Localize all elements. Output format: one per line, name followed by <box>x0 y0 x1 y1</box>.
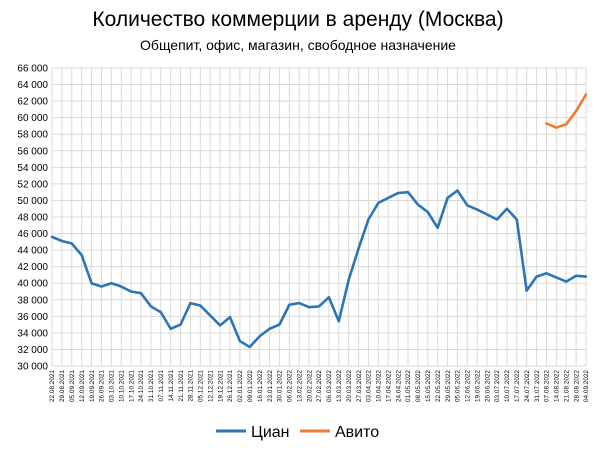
y-tick-label: 38 000 <box>17 295 48 306</box>
y-tick-label: 58 000 <box>17 130 48 141</box>
x-tick-label: 24.04.2022 <box>395 370 402 402</box>
x-tick-label: 04.09.2022 <box>583 370 590 402</box>
x-tick-label: 10.04.2022 <box>376 370 383 402</box>
x-tick-label: 22.05.2022 <box>435 370 442 402</box>
y-tick-label: 62 000 <box>17 97 48 108</box>
x-tick-label: 10.10.2021 <box>118 370 125 402</box>
x-tick-label: 02.01.2022 <box>237 370 244 402</box>
y-tick-label: 52 000 <box>17 179 48 190</box>
y-tick-label: 30 000 <box>17 362 48 373</box>
legend: Циан Авито <box>216 424 379 441</box>
x-tick-label: 26.06.2022 <box>484 370 491 402</box>
y-tick-label: 50 000 <box>17 196 48 207</box>
x-tick-label: 10.07.2022 <box>504 370 511 402</box>
x-tick-label: 17.10.2021 <box>128 370 135 402</box>
y-tick-label: 34 000 <box>17 328 48 339</box>
x-tick-label: 19.06.2022 <box>474 370 481 402</box>
x-axis: 22.08.2021 29.08.2021 05.09.2021 12.09.2021… <box>49 370 590 402</box>
x-tick-label: 27.02.2022 <box>316 370 323 402</box>
y-tick-label: 42 000 <box>17 262 48 273</box>
x-tick-label: 27.03.2022 <box>356 370 363 402</box>
x-tick-label: 15.05.2022 <box>425 370 432 402</box>
x-tick-label: 19.09.2021 <box>89 370 96 402</box>
chart-title: Количество коммерции в аренду (Москва) <box>92 8 503 31</box>
x-tick-label: 31.10.2021 <box>148 370 155 402</box>
x-tick-label: 05.06.2022 <box>455 370 462 402</box>
x-tick-label: 13.02.2022 <box>296 370 303 402</box>
x-tick-label: 12.09.2021 <box>79 370 86 402</box>
x-tick-label: 19.12.2021 <box>217 370 224 402</box>
x-tick-label: 14.08.2022 <box>554 370 561 402</box>
y-tick-label: 64 000 <box>17 80 48 91</box>
chart-subtitle: Общепит, офис, магазин, свободное назнач… <box>140 37 456 53</box>
x-tick-label: 22.08.2021 <box>49 370 56 402</box>
series-line-avito <box>545 93 588 129</box>
series-lines <box>50 93 588 349</box>
x-tick-label: 07.08.2022 <box>544 370 551 402</box>
x-tick-label: 28.11.2021 <box>188 370 195 402</box>
y-tick-label: 66 000 <box>17 64 48 75</box>
x-tick-label: 26.12.2021 <box>227 370 234 402</box>
legend-label-cian: Циан <box>251 424 290 441</box>
x-tick-label: 05.09.2021 <box>69 370 76 402</box>
x-tick-label: 12.12.2021 <box>207 370 214 402</box>
y-tick-label: 54 000 <box>17 163 48 174</box>
x-tick-label: 21.11.2021 <box>178 370 185 402</box>
x-tick-label: 29.08.2021 <box>59 370 66 402</box>
x-tick-label: 21.08.2022 <box>563 370 570 402</box>
x-tick-label: 13.03.2022 <box>336 370 343 402</box>
grid <box>51 67 587 367</box>
x-tick-label: 23.01.2022 <box>267 370 274 402</box>
y-tick-label: 56 000 <box>17 146 48 157</box>
legend-label-avito: Авито <box>335 424 379 441</box>
x-tick-label: 16.01.2022 <box>257 370 264 402</box>
x-tick-label: 14.11.2021 <box>168 370 175 402</box>
y-tick-label: 60 000 <box>17 113 48 124</box>
y-tick-label: 46 000 <box>17 229 48 240</box>
x-tick-label: 05.12.2021 <box>198 370 205 402</box>
x-tick-label: 17.04.2022 <box>385 370 392 402</box>
x-tick-label: 31.07.2022 <box>534 370 541 402</box>
x-tick-label: 12.06.2022 <box>465 370 472 402</box>
x-tick-label: 03.07.2022 <box>494 370 501 402</box>
x-tick-label: 20.03.2022 <box>346 370 353 402</box>
x-tick-label: 03.10.2021 <box>109 370 116 402</box>
x-tick-label: 26.09.2021 <box>99 370 106 402</box>
x-tick-label: 28.08.2022 <box>573 370 580 402</box>
y-tick-label: 48 000 <box>17 213 48 224</box>
x-tick-label: 07.11.2021 <box>158 370 165 402</box>
x-tick-label: 29.05.2022 <box>445 370 452 402</box>
x-tick-label: 24.07.2022 <box>524 370 531 402</box>
y-tick-label: 36 000 <box>17 312 48 323</box>
x-tick-label: 03.04.2022 <box>366 370 373 402</box>
x-tick-label: 24.10.2021 <box>138 370 145 402</box>
y-tick-label: 44 000 <box>17 246 48 257</box>
x-tick-label: 06.02.2022 <box>287 370 294 402</box>
x-tick-label: 30.01.2022 <box>277 370 284 402</box>
x-tick-label: 01.05.2022 <box>405 370 412 402</box>
x-tick-label: 06.03.2022 <box>326 370 333 402</box>
x-tick-label: 08.05.2022 <box>415 370 422 402</box>
x-tick-label: 17.07.2022 <box>514 370 521 402</box>
series-line-cian <box>50 189 588 349</box>
y-tick-label: 40 000 <box>17 279 48 290</box>
x-tick-label: 20.02.2022 <box>306 370 313 402</box>
y-axis: 30 000 32 000 34 000 36 000 38 000 40 000 42 0… <box>17 64 48 373</box>
x-tick-label: 09.01.2022 <box>247 370 254 402</box>
y-tick-label: 32 000 <box>17 345 48 356</box>
